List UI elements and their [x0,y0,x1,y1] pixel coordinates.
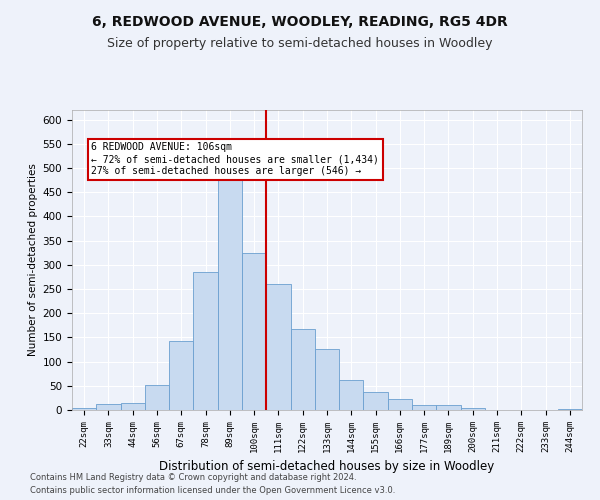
Bar [339,380,364,410]
Bar [388,399,412,410]
Bar [169,341,193,410]
Bar [218,176,242,410]
Bar [290,329,315,410]
Bar [193,272,218,410]
Bar [266,284,290,410]
Text: Size of property relative to semi-detached houses in Woodley: Size of property relative to semi-detach… [107,38,493,51]
Bar [436,405,461,410]
Bar [461,408,485,410]
Bar [96,404,121,410]
X-axis label: Distribution of semi-detached houses by size in Woodley: Distribution of semi-detached houses by … [160,460,494,473]
Bar [412,405,436,410]
Bar [145,385,169,410]
Bar [242,252,266,410]
Bar [315,348,339,410]
Bar [72,408,96,410]
Y-axis label: Number of semi-detached properties: Number of semi-detached properties [28,164,38,356]
Text: 6, REDWOOD AVENUE, WOODLEY, READING, RG5 4DR: 6, REDWOOD AVENUE, WOODLEY, READING, RG5… [92,15,508,29]
Bar [364,392,388,410]
Bar [558,409,582,410]
Text: Contains public sector information licensed under the Open Government Licence v3: Contains public sector information licen… [30,486,395,495]
Text: 6 REDWOOD AVENUE: 106sqm
← 72% of semi-detached houses are smaller (1,434)
27% o: 6 REDWOOD AVENUE: 106sqm ← 72% of semi-d… [91,142,379,176]
Bar [121,402,145,410]
Text: Contains HM Land Registry data © Crown copyright and database right 2024.: Contains HM Land Registry data © Crown c… [30,474,356,482]
